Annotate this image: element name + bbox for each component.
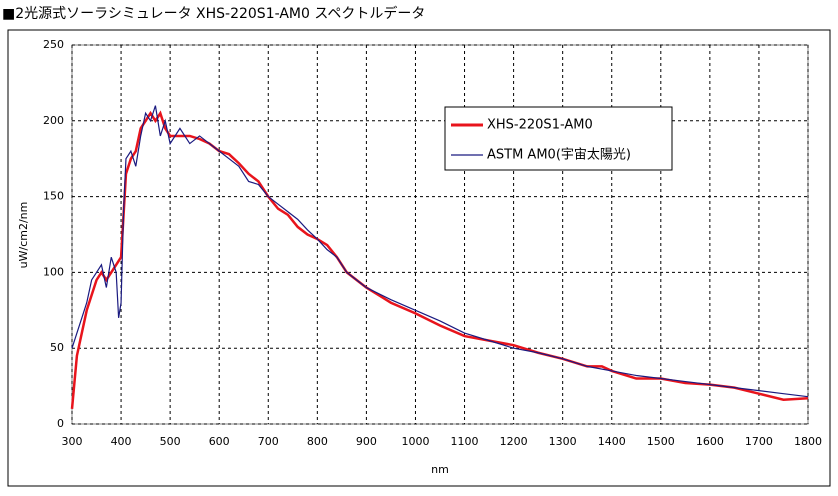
legend-label: XHS-220S1-AM0 [487, 118, 593, 133]
chart-title: ■2光源式ソーラシミュレータ XHS-220S1-AM0 スペクトルデータ [2, 5, 425, 22]
y-tick-label: 200 [43, 114, 64, 127]
x-tick-label: 300 [62, 435, 83, 448]
y-tick-label: 100 [43, 265, 64, 278]
x-tick-label: 1200 [500, 435, 528, 448]
y-tick-label: 250 [43, 38, 64, 51]
plot-area [71, 44, 809, 425]
x-tick-label: 800 [307, 435, 328, 448]
legend-box [444, 106, 673, 171]
x-tick-label: 700 [258, 435, 279, 448]
x-tick-label: 600 [209, 435, 230, 448]
x-tick-label: 1100 [451, 435, 479, 448]
x-tick-label: 1700 [745, 435, 773, 448]
x-tick-label: 1600 [696, 435, 724, 448]
x-tick-label: 1300 [549, 435, 577, 448]
legend-label: ASTM AM0(宇宙太陽光) [487, 148, 631, 163]
y-tick-label: 150 [43, 190, 64, 203]
series-line [71, 105, 809, 398]
y-tick-label: 50 [50, 341, 64, 354]
y-axis-label: uW/cm2/nm [17, 202, 30, 269]
y-tick-label: 0 [57, 417, 64, 430]
x-tick-label: 1500 [647, 435, 675, 448]
x-tick-label: 900 [356, 435, 377, 448]
x-tick-label: 1400 [598, 435, 626, 448]
x-tick-label: 500 [160, 435, 181, 448]
x-tick-label: 1000 [401, 435, 429, 448]
x-tick-label: 400 [111, 435, 132, 448]
x-tick-label: 1800 [794, 435, 822, 448]
x-axis-label: nm [431, 463, 449, 476]
